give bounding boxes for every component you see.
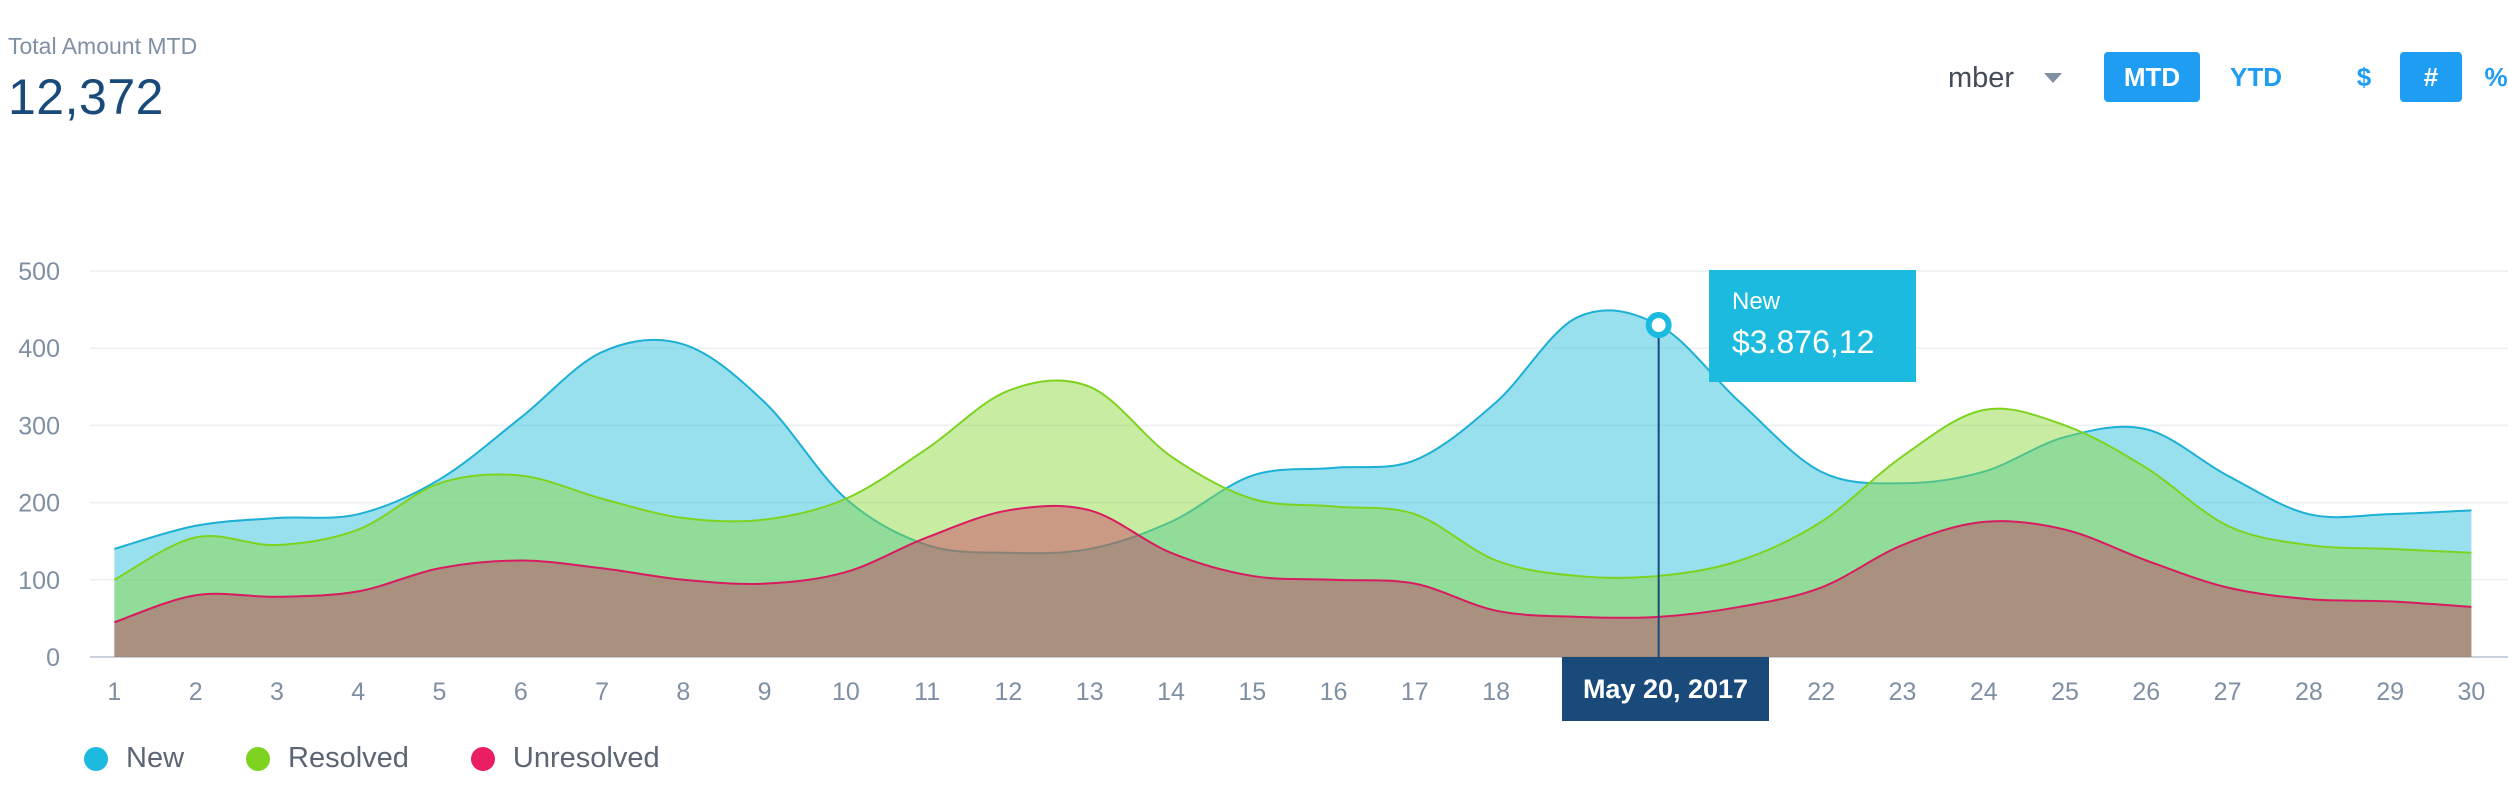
chevron-down-icon — [2044, 73, 2063, 83]
x-tick-label: 1 — [107, 678, 121, 706]
y-tick-label: 100 — [18, 567, 60, 595]
x-tick-label: 11 — [914, 678, 940, 706]
series-area-resolved — [114, 380, 2472, 657]
x-tick-label: 2 — [189, 678, 203, 706]
legend-label-unresolved: Unresolved — [512, 742, 660, 774]
tooltip-date: May 20, 2017 — [1562, 657, 1769, 721]
x-tick-label: 17 — [1401, 678, 1429, 706]
count-unit-button[interactable]: # — [2400, 52, 2462, 102]
legend-item-unresolved[interactable]: Unresolved — [470, 742, 660, 775]
area-chart: 0 100 200 300 400 500 1 2 3 4 5 6 7 8 9 10 11 12 13 14 15 16 1… — [0, 250, 2508, 720]
legend-item-new[interactable]: New — [84, 742, 184, 775]
x-tick-label: 13 — [1076, 678, 1104, 706]
x-tick-label: 30 — [2458, 678, 2486, 706]
chart-tooltip: New $3.876,12 — [1709, 270, 1916, 382]
x-tick-label: 18 — [1482, 678, 1510, 706]
series-line-unresolved — [114, 504, 2472, 624]
legend-dot-unresolved — [470, 746, 495, 771]
x-tick-label: 10 — [832, 678, 860, 706]
legend-dot-new — [84, 746, 108, 771]
x-tick-label: 28 — [2295, 678, 2323, 706]
x-tick-label: 4 — [351, 678, 365, 706]
chart-controls: mber MTD YTD $ # % — [1908, 52, 2508, 104]
y-tick-label: 200 — [18, 490, 60, 518]
x-tick-label: 27 — [2214, 678, 2242, 706]
ytd-button[interactable]: YTD — [2230, 61, 2282, 92]
tooltip-value: $3.876,12 — [1732, 324, 1875, 360]
x-tick-label: 15 — [1238, 678, 1266, 706]
x-tick-label: 8 — [676, 678, 690, 706]
x-tick-label: 16 — [1320, 678, 1348, 706]
tooltip-series: New — [1732, 288, 1781, 315]
kpi-label: Total Amount MTD — [8, 33, 198, 59]
y-tick-label: 300 — [18, 412, 60, 440]
y-tick-label: 500 — [18, 258, 60, 286]
y-tick-label: 0 — [46, 644, 60, 672]
x-tick-label: 24 — [1970, 678, 1998, 706]
x-tick-label: 23 — [1889, 678, 1917, 706]
x-tick-label: 25 — [2051, 678, 2079, 706]
x-tick-label: 3 — [270, 678, 284, 706]
percent-unit-button[interactable]: % — [2484, 61, 2508, 92]
x-tick-label: 7 — [595, 678, 609, 706]
month-select[interactable]: mber — [1948, 56, 2063, 100]
legend-label-new: New — [126, 742, 185, 774]
x-tick-label: 5 — [433, 678, 447, 706]
x-tick-label: 26 — [2132, 678, 2160, 706]
series-area-unresolved — [114, 505, 2472, 657]
x-tick-label: 14 — [1157, 678, 1185, 706]
tooltip-point — [1645, 312, 1672, 339]
legend-label-resolved: Resolved — [288, 742, 409, 774]
x-tick-label: 29 — [2376, 678, 2404, 706]
kpi-value: 12,372 — [8, 69, 164, 125]
y-tick-label: 400 — [18, 335, 60, 363]
legend: New Resolved Unresolved — [84, 742, 722, 775]
x-tick-label: 22 — [1807, 678, 1835, 706]
x-tick-label: 12 — [995, 678, 1023, 706]
legend-item-resolved[interactable]: Resolved — [246, 742, 409, 775]
mtd-button[interactable]: MTD — [2104, 52, 2200, 102]
month-select-value: mber — [1948, 61, 2015, 94]
x-tick-label: 9 — [758, 678, 772, 706]
series-line-new — [114, 309, 2472, 555]
series-area-new — [114, 310, 2472, 657]
dollar-unit-button[interactable]: $ — [2356, 61, 2372, 92]
series-line-resolved — [113, 379, 2472, 581]
x-tick-label: 6 — [514, 678, 528, 706]
legend-dot-resolved — [246, 746, 271, 771]
